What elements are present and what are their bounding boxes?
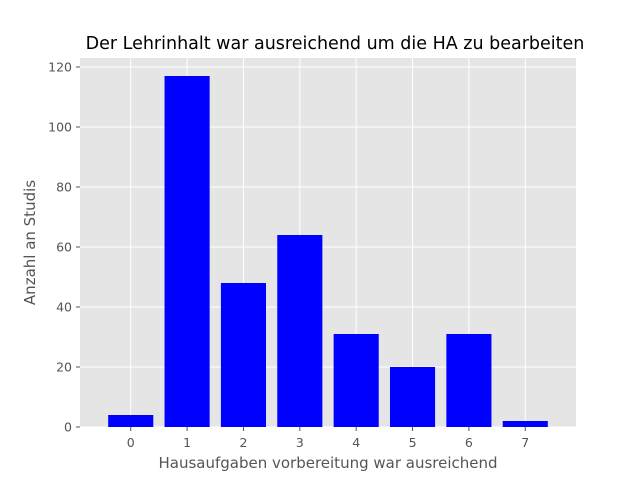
x-tick-label: 0 <box>127 435 135 450</box>
bar-3 <box>277 235 323 427</box>
x-tick-label: 3 <box>296 435 304 450</box>
y-axis-label: Anzahl an Studis <box>21 180 39 305</box>
x-tick-label: 6 <box>465 435 473 450</box>
bar-6 <box>446 334 492 427</box>
x-tick-label: 7 <box>521 435 529 450</box>
bar-4 <box>333 334 379 427</box>
x-axis-label: Hausaufgaben vorbereitung war ausreichen… <box>158 454 497 472</box>
bar-0 <box>108 415 154 427</box>
x-tick-label: 2 <box>239 435 247 450</box>
x-tick-label: 1 <box>183 435 191 450</box>
y-axis-ticks: 0 20 40 60 80 100 120 <box>48 60 80 435</box>
x-axis-ticks: 0 1 2 3 4 5 6 7 <box>127 427 529 450</box>
bar-2 <box>220 283 266 427</box>
plot-area <box>80 58 576 427</box>
y-tick-label: 120 <box>48 60 72 75</box>
bar-5 <box>390 367 436 427</box>
y-tick-label: 20 <box>56 360 72 375</box>
y-tick-label: 100 <box>48 120 72 135</box>
y-tick-label: 40 <box>56 300 72 315</box>
y-tick-label: 0 <box>64 420 72 435</box>
chart-title: Der Lehrinhalt war ausreichend um die HA… <box>86 34 585 54</box>
bar-1 <box>164 76 210 427</box>
bar-7 <box>502 421 548 427</box>
y-tick-label: 60 <box>56 240 72 255</box>
x-tick-label: 4 <box>352 435 360 450</box>
x-tick-label: 5 <box>409 435 417 450</box>
bars <box>108 76 548 427</box>
y-tick-label: 80 <box>56 180 72 195</box>
